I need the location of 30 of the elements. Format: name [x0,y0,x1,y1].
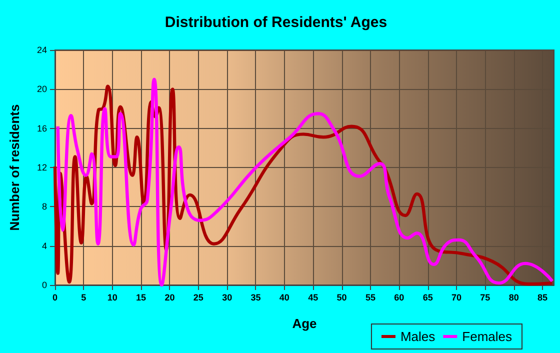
x-tick-label: 10 [107,292,118,302]
x-tick-label: 5 [81,292,86,302]
x-tick-label: 55 [365,292,376,302]
y-tick-label: 16 [36,123,47,134]
x-tick-label: 0 [52,292,58,302]
y-tick-label: 20 [36,84,47,94]
x-tick-label: 80 [508,292,519,302]
y-tick-label: 12 [36,162,47,172]
x-tick-label: 35 [250,292,261,302]
x-tick-label: 40 [279,292,290,302]
x-tick-label: 25 [193,292,204,302]
x-tick-label: 30 [222,292,232,302]
x-axis-title: Age [292,316,317,331]
x-tick-label: 60 [394,292,404,302]
x-tick-label: 75 [480,292,490,302]
x-tick-label: 65 [422,292,433,302]
legend-label: Males [400,329,436,344]
y-tick-label: 0 [42,280,47,290]
y-tick-label: 24 [36,45,47,55]
legend-label: Females [462,329,512,344]
x-tick-label: 45 [308,292,318,302]
y-tick-label: 4 [42,240,47,251]
x-tick-label: 20 [164,292,175,302]
x-tick-label: 50 [336,292,347,302]
x-tick-label: 15 [136,292,146,302]
y-axis-title: Number of residents [7,104,22,231]
x-tick-label: 70 [451,292,462,302]
chart-title: Distribution of Residents' Ages [164,14,388,31]
x-tick-label: 85 [538,292,548,302]
y-tick-label: 8 [42,202,47,212]
